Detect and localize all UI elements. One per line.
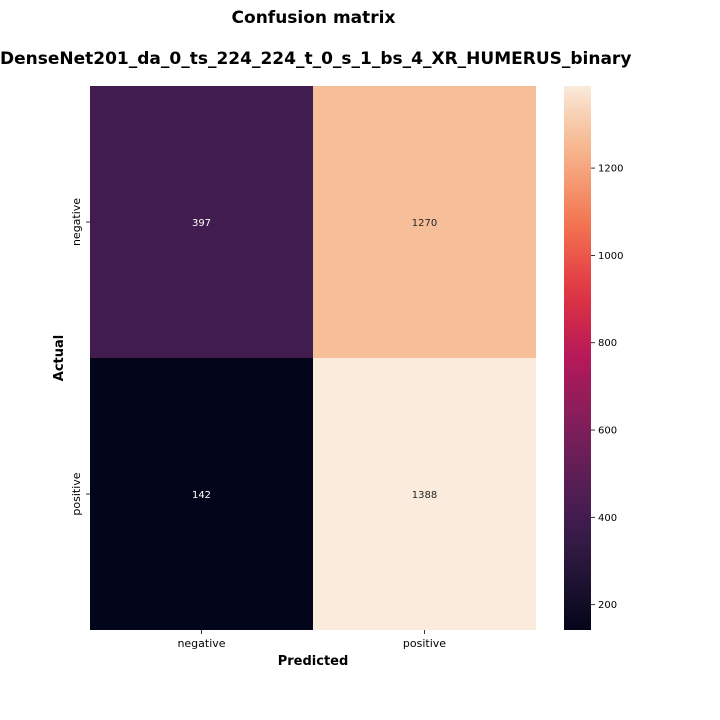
cell-value-label: 1388 bbox=[412, 490, 437, 501]
colorbar-tick-label: 800 bbox=[598, 338, 617, 349]
heatmap-cell bbox=[313, 86, 536, 358]
y-tick-label: negative bbox=[70, 198, 83, 246]
y-axis-label: Actual bbox=[52, 335, 67, 381]
colorbar-tick-label: 1000 bbox=[598, 251, 623, 262]
cell-value-label: 142 bbox=[192, 490, 211, 501]
heatmap-cell bbox=[90, 86, 313, 358]
y-tick-label: positive bbox=[70, 472, 83, 515]
chart-subtitle: DenseNet201_da_0_ts_224_224_t_0_s_1_bs_4… bbox=[0, 49, 632, 69]
x-tick-label: negative bbox=[177, 637, 225, 650]
colorbar-tick-label: 200 bbox=[598, 600, 617, 611]
colorbar-ticks: 200 400 600 800 1000 1200 bbox=[591, 164, 623, 611]
colorbar-tick-label: 1200 bbox=[598, 164, 623, 175]
colorbar-tick-label: 400 bbox=[598, 513, 617, 524]
x-axis-label: Predicted bbox=[278, 654, 349, 669]
heatmap-cell bbox=[313, 358, 536, 630]
colorbar bbox=[564, 86, 591, 630]
cell-value-label: 397 bbox=[192, 218, 211, 229]
colorbar-tick-label: 600 bbox=[598, 426, 617, 437]
x-tick-label: positive bbox=[403, 637, 446, 650]
chart-title: Confusion matrix bbox=[231, 8, 396, 28]
x-tick-labels: negative positive bbox=[177, 630, 446, 650]
heatmap-cells: 397 1270 142 1388 bbox=[90, 86, 536, 630]
heatmap-cell bbox=[90, 358, 313, 630]
y-tick-labels: negative positive bbox=[70, 198, 90, 516]
cell-value-label: 1270 bbox=[412, 218, 437, 229]
